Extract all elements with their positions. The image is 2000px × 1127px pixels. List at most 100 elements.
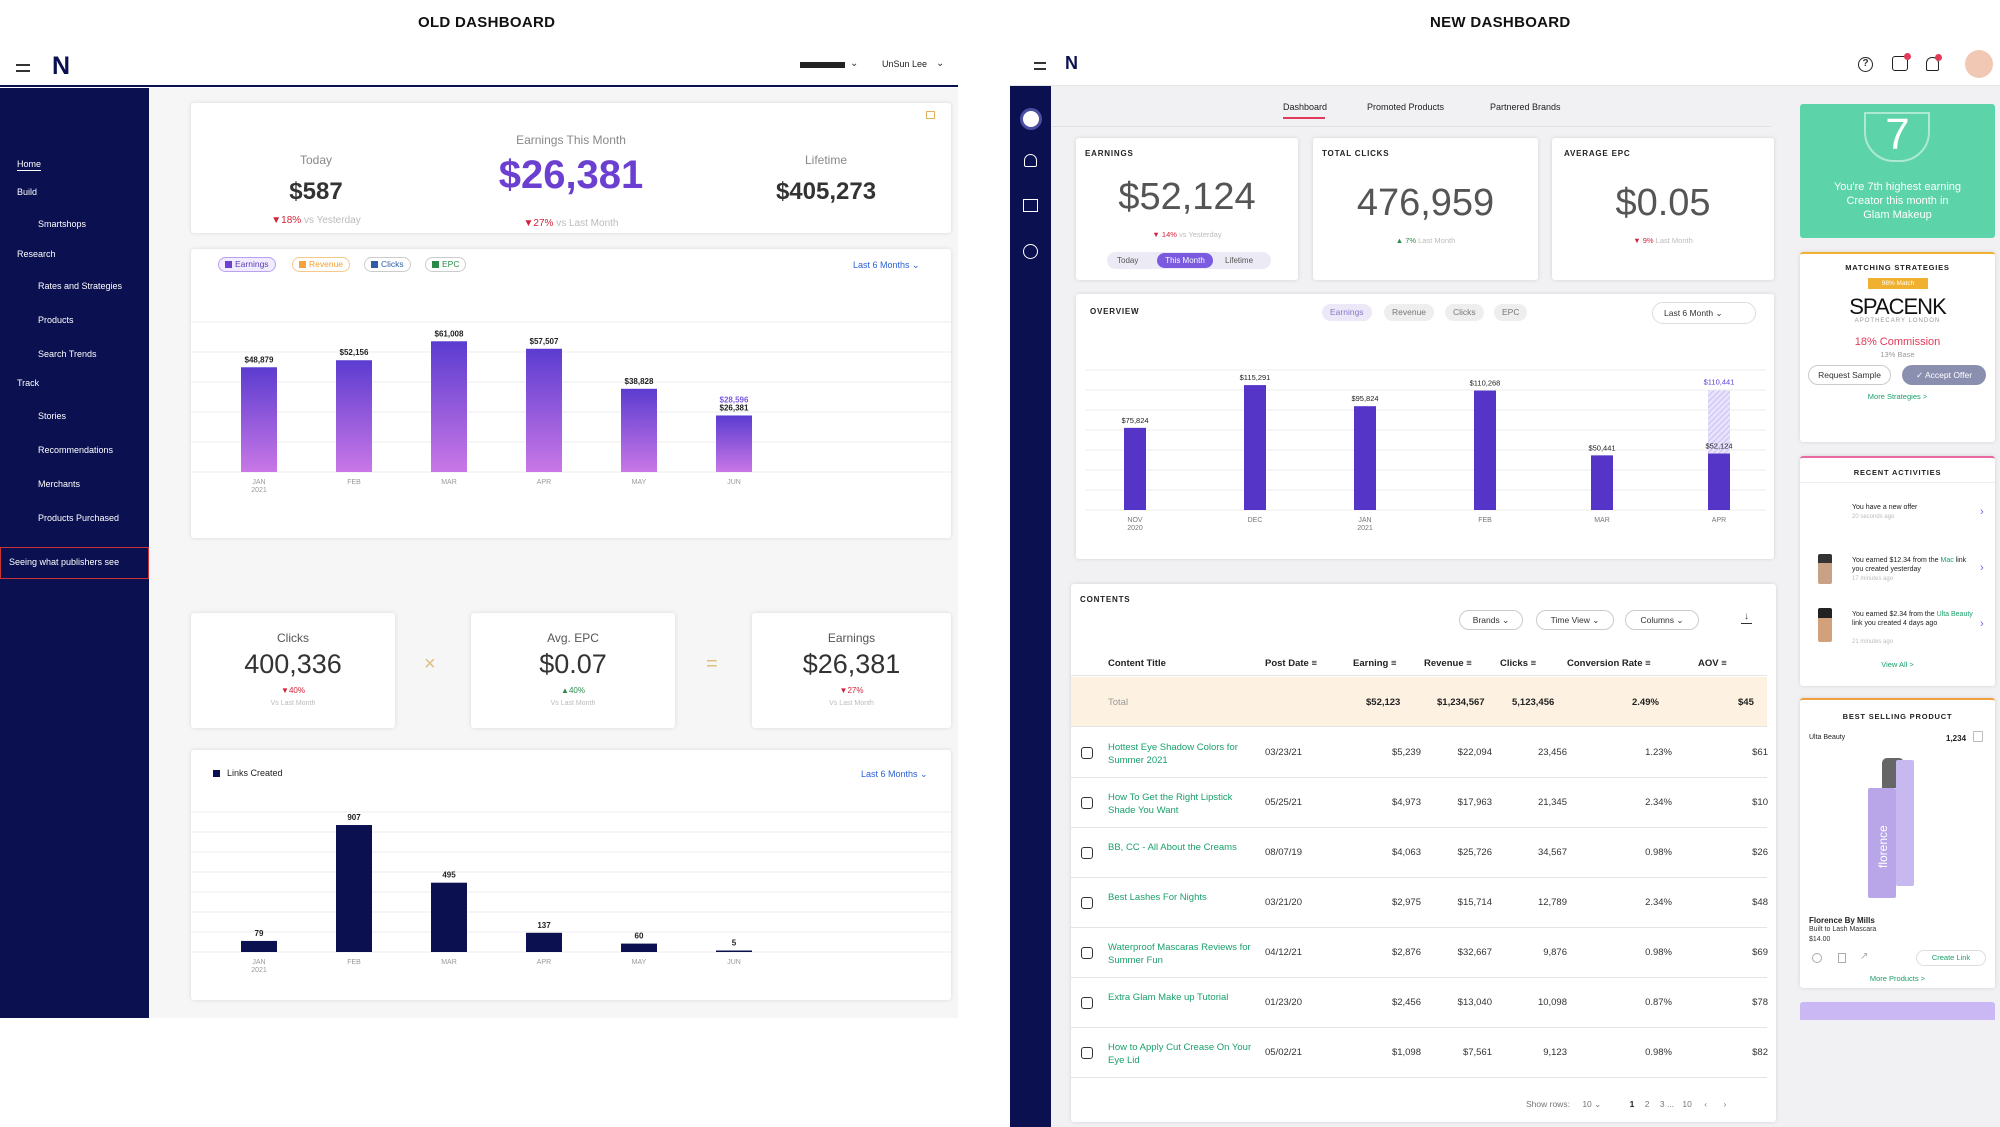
chevron-right-icon[interactable]: › bbox=[1980, 618, 1984, 630]
nav-search-trends[interactable]: Search Trends bbox=[38, 349, 97, 359]
chip-revenue[interactable]: Revenue bbox=[292, 257, 351, 272]
chevron-down-icon: ⌄ bbox=[912, 260, 920, 270]
chevron-right-icon[interactable]: › bbox=[1980, 506, 1984, 518]
table-row[interactable]: BB, CC - All About the Creams 08/07/19 $4,… bbox=[1071, 828, 1768, 878]
chip-earnings[interactable]: Earnings bbox=[1322, 304, 1372, 321]
content-title-link[interactable]: Extra Glam Make up Tutorial bbox=[1108, 992, 1229, 1003]
help-icon[interactable]: ? bbox=[1858, 57, 1873, 72]
nav-track[interactable]: Track bbox=[17, 378, 40, 388]
nav-stories[interactable]: Stories bbox=[38, 411, 67, 421]
menu-icon[interactable] bbox=[16, 64, 30, 72]
page-2[interactable]: 2 bbox=[1644, 1099, 1650, 1109]
user-icon[interactable] bbox=[1024, 154, 1037, 167]
create-link-button[interactable]: Create Link bbox=[1916, 950, 1986, 966]
tab-dashboard[interactable]: Dashboard bbox=[1283, 102, 1328, 112]
publisher-view-link[interactable]: Seeing what publishers see bbox=[0, 547, 149, 579]
nav-smartshops[interactable]: Smartshops bbox=[38, 219, 87, 229]
col-conversion-rate[interactable]: Conversion Rate ≡ bbox=[1567, 658, 1651, 669]
chip-earnings[interactable]: Earnings bbox=[218, 257, 276, 272]
table-row[interactable]: Extra Glam Make up Tutorial 01/23/20 $2,45… bbox=[1071, 978, 1768, 1028]
content-title-link[interactable]: Hottest Eye Shadow Colors for Summer 202… bbox=[1108, 742, 1238, 766]
search-trends-icon[interactable] bbox=[1023, 244, 1038, 259]
request-sample-button[interactable]: Request Sample bbox=[1808, 365, 1891, 385]
rows-select[interactable]: 10 ⌄ bbox=[1582, 1099, 1602, 1109]
table-row[interactable]: Best Lashes For Nights 03/21/20 $2,975 $15,… bbox=[1071, 878, 1768, 928]
columns-filter[interactable]: Columns ⌄ bbox=[1625, 610, 1699, 630]
content-title-link[interactable]: How To Get the Right Lipstick Shade You … bbox=[1108, 792, 1233, 816]
view-all-link[interactable]: View All > bbox=[1881, 660, 1914, 669]
page-1[interactable]: 1 bbox=[1629, 1099, 1635, 1109]
col-post-date[interactable]: Post Date ≡ bbox=[1265, 658, 1318, 669]
range-select[interactable]: Last 6 Months ⌄ bbox=[861, 769, 928, 779]
more-strategies-link[interactable]: More Strategies > bbox=[1867, 392, 1928, 401]
download-icon[interactable]: ↓ bbox=[1741, 612, 1752, 624]
content-title-link[interactable]: How to Apply Cut Crease On Your Eye Lid bbox=[1108, 1042, 1252, 1066]
table-row[interactable]: Waterproof Mascaras Reviews for Summer F… bbox=[1071, 928, 1768, 978]
nav-home[interactable]: Home bbox=[17, 159, 42, 171]
chip-clicks[interactable]: Clicks bbox=[1445, 304, 1484, 321]
dashboard-icon[interactable] bbox=[1020, 108, 1042, 130]
nav-products-purchased[interactable]: Products Purchased bbox=[38, 513, 120, 523]
seg-this-month[interactable]: This Month bbox=[1157, 253, 1213, 268]
chip-epc[interactable]: EPC bbox=[1494, 304, 1528, 321]
account-switcher[interactable] bbox=[800, 62, 845, 68]
chevron-right-icon[interactable]: › bbox=[1980, 562, 1984, 574]
sort-icon: ≡ bbox=[1311, 658, 1318, 669]
tab-promoted-products[interactable]: Promoted Products bbox=[1367, 102, 1445, 112]
avatar[interactable] bbox=[1965, 50, 1993, 78]
copy-icon[interactable] bbox=[1973, 731, 1983, 742]
time-view-filter[interactable]: Time View ⌄ bbox=[1536, 610, 1614, 630]
content-title-link[interactable]: Waterproof Mascaras Reviews for Summer F… bbox=[1108, 942, 1251, 966]
next-page-icon[interactable]: › bbox=[1723, 1099, 1727, 1109]
aov-cell: $10 bbox=[1752, 797, 1768, 808]
table-row[interactable]: Hottest Eye Shadow Colors for Summer 202… bbox=[1071, 728, 1768, 778]
prev-page-icon[interactable]: ‹ bbox=[1704, 1099, 1708, 1109]
bar-label: $61,008 bbox=[435, 329, 464, 338]
expand-icon[interactable] bbox=[926, 111, 935, 119]
bookmark-icon[interactable] bbox=[1838, 953, 1846, 963]
table-row[interactable]: How To Get the Right Lipstick Shade You … bbox=[1071, 778, 1768, 828]
content-title-link[interactable]: Best Lashes For Nights bbox=[1108, 892, 1207, 903]
nav-products[interactable]: Products bbox=[38, 315, 74, 325]
chip-epc[interactable]: EPC bbox=[425, 257, 467, 272]
menu-icon[interactable] bbox=[1034, 62, 1046, 70]
brands-filter[interactable]: Brands ⌄ bbox=[1459, 610, 1523, 630]
nav-build[interactable]: Build bbox=[17, 187, 38, 197]
range-select[interactable]: Last 6 Months ⌄ bbox=[853, 260, 920, 270]
nav-merchants[interactable]: Merchants bbox=[38, 479, 81, 489]
seg-lifetime[interactable]: Lifetime bbox=[1225, 256, 1254, 265]
bell-icon[interactable] bbox=[1926, 54, 1942, 71]
nav-recommendations[interactable]: Recommendations bbox=[38, 445, 114, 455]
chip-revenue[interactable]: Revenue bbox=[1384, 304, 1435, 321]
heart-icon[interactable] bbox=[1812, 953, 1822, 963]
page-10[interactable]: 10 bbox=[1682, 1099, 1692, 1109]
content-title-link[interactable]: BB, CC - All About the Creams bbox=[1108, 842, 1237, 853]
bar-2 bbox=[431, 341, 467, 472]
col-clicks[interactable]: Clicks ≡ bbox=[1500, 658, 1537, 669]
chevron-down-icon: ⌄ bbox=[920, 769, 928, 779]
accept-offer-button[interactable]: ✓ Accept Offer bbox=[1902, 365, 1986, 385]
col-earning[interactable]: Earning ≡ bbox=[1353, 658, 1397, 669]
tab-partnered-brands[interactable]: Partnered Brands bbox=[1490, 102, 1561, 112]
chevron-down-icon[interactable]: ⌄ bbox=[850, 58, 859, 69]
chevron-down-icon[interactable]: ⌄ bbox=[936, 58, 945, 69]
gift-icon[interactable] bbox=[1892, 53, 1911, 71]
more-products-link[interactable]: More Products > bbox=[1869, 974, 1926, 983]
nav-research[interactable]: Research bbox=[17, 249, 56, 259]
table-row[interactable]: How to Apply Cut Crease On Your Eye Lid 0… bbox=[1071, 1028, 1768, 1078]
logo[interactable]: N bbox=[1065, 53, 1078, 73]
range-select[interactable]: Last 6 Month ⌄ bbox=[1652, 302, 1756, 324]
seg-today[interactable]: Today bbox=[1117, 256, 1139, 265]
map-icon[interactable] bbox=[1023, 199, 1038, 212]
page-3[interactable]: 3 ... bbox=[1659, 1099, 1675, 1109]
col-content-title[interactable]: Content Title bbox=[1108, 658, 1166, 669]
user-menu[interactable]: UnSun Lee bbox=[882, 59, 928, 69]
nav-rates-strategies[interactable]: Rates and Strategies bbox=[38, 281, 123, 291]
commission: 18% Commission bbox=[1854, 336, 1941, 348]
share-icon[interactable]: ↗ bbox=[1860, 951, 1869, 962]
bottom-cta-button[interactable] bbox=[1800, 1002, 1995, 1020]
logo[interactable]: N bbox=[52, 52, 71, 80]
col-revenue[interactable]: Revenue ≡ bbox=[1424, 658, 1472, 669]
chip-clicks[interactable]: Clicks bbox=[364, 257, 411, 272]
col-aov[interactable]: AOV ≡ bbox=[1698, 658, 1727, 669]
